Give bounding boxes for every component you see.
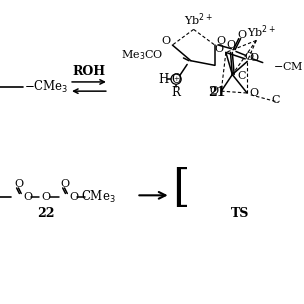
Text: C: C [272, 95, 280, 105]
Text: O: O [60, 179, 69, 189]
Text: O: O [171, 73, 181, 86]
Text: O: O [161, 36, 171, 47]
Text: Yb$^{2+}$: Yb$^{2+}$ [184, 11, 212, 28]
Text: CMe$_3$: CMe$_3$ [81, 189, 116, 205]
Text: O: O [244, 52, 254, 62]
Text: $-$CM: $-$CM [273, 60, 304, 72]
Text: O: O [237, 30, 246, 40]
Text: 22: 22 [37, 207, 55, 220]
Text: ROH: ROH [72, 65, 105, 78]
Text: Me$_3$CO: Me$_3$CO [121, 48, 163, 62]
Text: Yb$^{2+}$: Yb$^{2+}$ [247, 23, 275, 40]
Text: R: R [172, 85, 181, 98]
Text: O: O [214, 44, 223, 54]
Text: C: C [237, 71, 246, 81]
Text: O: O [227, 40, 236, 50]
Text: O: O [14, 179, 23, 189]
Text: O: O [249, 53, 258, 63]
Text: O: O [69, 192, 78, 202]
Text: TS: TS [230, 207, 249, 220]
Text: O: O [23, 192, 32, 202]
Text: 21: 21 [208, 87, 225, 99]
Text: O: O [209, 86, 219, 96]
Text: O: O [42, 192, 51, 202]
Text: $-$CMe$_3$: $-$CMe$_3$ [24, 78, 68, 95]
Text: [: [ [172, 166, 189, 209]
Text: O: O [217, 36, 226, 47]
Text: O: O [249, 88, 258, 98]
Text: H: H [158, 73, 168, 86]
Text: +: + [173, 75, 179, 83]
